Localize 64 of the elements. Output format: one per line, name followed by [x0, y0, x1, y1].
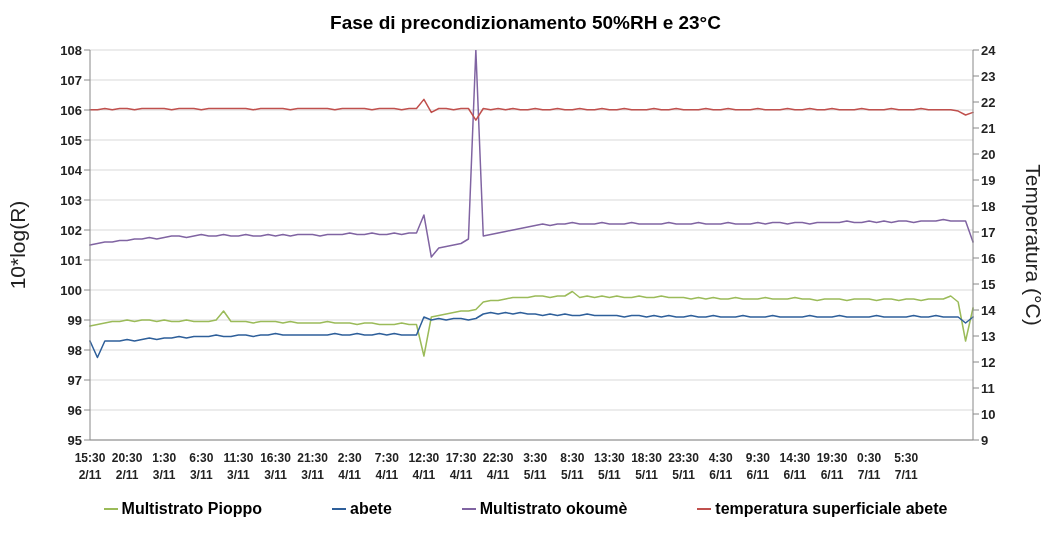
y2-tick-label: 12: [981, 354, 996, 370]
y2-tick-label: 24: [981, 42, 997, 58]
x-tick-label: 11:30 3/11: [223, 451, 254, 482]
y-tick-label: 97: [67, 372, 82, 388]
legend-label: Multistrato okoumè: [479, 500, 628, 518]
y2-tick-label: 14: [981, 302, 997, 318]
line-series: [89, 98, 974, 121]
x-tick-label: 23:30 5/11: [668, 451, 700, 482]
y-tick-label: 106: [60, 102, 82, 118]
x-tick-label: 6:30 3/11: [189, 451, 214, 482]
y-axis-title: 10*log(R): [6, 200, 30, 290]
x-tick-label: 1:30 3/11: [152, 451, 177, 482]
legend-label: temperatura superficiale abete: [715, 500, 948, 518]
y-tick-label: 103: [60, 192, 82, 208]
y-tick-label: 99: [67, 312, 82, 328]
y2-tick-label: 22: [981, 94, 996, 110]
y2-tick-label: 17: [981, 224, 996, 240]
x-tick-label: 21:30 3/11: [297, 451, 329, 482]
y-tick-label: 95: [67, 432, 82, 448]
y-tick-label: 105: [60, 132, 82, 148]
x-tick-label: 12:30 4/11: [408, 451, 440, 482]
chart-title: Fase di precondizionamento 50%RH e 23°C: [329, 11, 722, 35]
y2-tick-label: 11: [981, 380, 995, 396]
x-tick-label: 9:30 6/11: [745, 451, 771, 482]
y-tick-label: 100: [60, 282, 82, 298]
x-tick-label: 5:30 7/11: [894, 451, 919, 482]
y2-tick-label: 9: [981, 432, 989, 448]
x-tick-label: 18:30 5/11: [631, 451, 663, 482]
y2-tick-label: 21: [981, 120, 996, 136]
y-tick-label: 101: [60, 252, 82, 268]
y2-tick-label: 19: [981, 172, 996, 188]
x-tick-label: 19:30 6/11: [816, 451, 848, 482]
x-tick-label: 15:30 2/11: [74, 451, 106, 482]
x-tick-label: 3:30 5/11: [523, 451, 548, 482]
y2-tick-label: 10: [981, 406, 996, 422]
x-tick-label: 2:30 4/11: [337, 451, 363, 482]
legend-label: Multistrato Pioppo: [121, 500, 262, 518]
x-tick-label: 16:30 3/11: [260, 451, 292, 482]
legend-label: abete: [349, 500, 392, 518]
x-tick-label: 14:30 6/11: [779, 451, 811, 482]
y-tick-label: 98: [67, 342, 82, 358]
y2-tick-label: 20: [981, 146, 996, 162]
y2-axis-title: Temperatura (°C): [1021, 164, 1045, 326]
x-tick-label: 0:30 7/11: [857, 451, 882, 482]
y2-tick-label: 15: [981, 276, 996, 292]
y-tick-label: 108: [60, 42, 82, 58]
line-series: [89, 50, 974, 258]
y2-tick-label: 23: [981, 68, 996, 84]
line-series: [89, 290, 974, 357]
y2-tick-label: 16: [981, 250, 996, 266]
y-tick-label: 104: [60, 162, 83, 178]
x-tick-label: 17:30 4/11: [445, 451, 477, 482]
y-tick-label: 102: [60, 222, 82, 238]
y-tick-label: 107: [60, 72, 82, 88]
x-tick-label: 7:30 4/11: [374, 451, 400, 482]
x-tick-label: 8:30 5/11: [560, 451, 585, 482]
y2-tick-label: 13: [981, 328, 996, 344]
x-tick-label: 22:30 4/11: [482, 451, 514, 482]
x-tick-label: 4:30 6/11: [708, 451, 734, 482]
y-tick-label: 96: [67, 402, 82, 418]
y2-tick-label: 18: [981, 198, 996, 214]
x-tick-label: 20:30 2/11: [111, 451, 143, 482]
line-series: [89, 311, 974, 359]
x-tick-label: 13:30 5/11: [594, 451, 626, 482]
